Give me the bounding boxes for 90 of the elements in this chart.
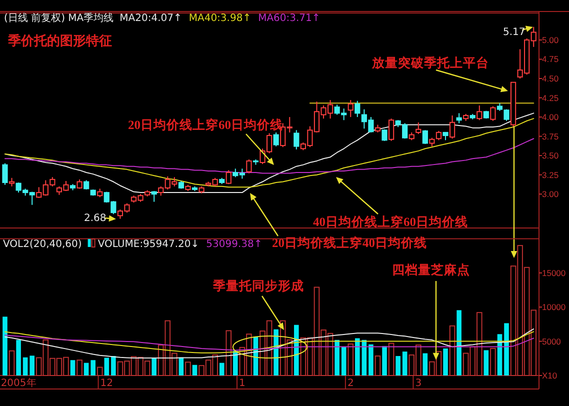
bar [368, 344, 374, 376]
bar [226, 330, 232, 376]
y-tick-label: 5000 [542, 336, 562, 346]
line-series [4, 331, 534, 354]
candlestick [226, 170, 232, 185]
bar [70, 360, 76, 376]
annotation: 2.68 [84, 213, 106, 224]
y-tick-label: 3.25 [542, 170, 559, 180]
bar [111, 356, 116, 376]
annotation: 5.17 [503, 27, 526, 38]
x-tick-label: 1 [239, 378, 246, 389]
text: MA20:4.07↑ [120, 13, 182, 24]
annotation: 40日均价线上穿60日均价线 [313, 214, 468, 229]
candlestick [436, 130, 442, 141]
bar [504, 323, 509, 376]
bar [185, 362, 191, 376]
bar [76, 360, 82, 376]
bar [84, 362, 89, 376]
y-tick-label: 5.00 [542, 34, 559, 45]
candlestick [273, 132, 279, 147]
bar [490, 348, 496, 376]
bar [396, 356, 400, 376]
bar [16, 340, 21, 376]
annotation: 20日均价线上穿40日均价线 [272, 235, 427, 250]
candlestick [456, 112, 462, 124]
candlestick [84, 180, 90, 190]
candlestick [354, 100, 360, 118]
candlestick [476, 104, 482, 121]
candlestick [294, 130, 300, 150]
bar [178, 357, 184, 376]
bar [355, 338, 360, 376]
candlestick [422, 130, 428, 145]
y-tick-label: 4.00 [542, 112, 559, 122]
y-tick-label: 10000 [542, 302, 566, 312]
bar [388, 342, 394, 376]
bar [456, 310, 462, 376]
x-tick-label: 12 [100, 378, 114, 389]
chart-title: VOL2(20,40,60) [3, 239, 82, 250]
candlestick [2, 162, 8, 186]
bar [104, 358, 110, 376]
y-tick-label: 3.75 [542, 131, 559, 142]
bar [348, 344, 354, 376]
bar [422, 353, 428, 376]
annotation: 四档量芝麻点 [392, 262, 470, 277]
annotation: 20日均价线上穿60日均价线 [128, 117, 283, 132]
bar [219, 362, 224, 376]
bar [30, 356, 34, 376]
bar [152, 358, 156, 376]
candlestick [490, 106, 496, 122]
annotation: 季量托同步形成 [212, 278, 304, 293]
text: 53099.38↑ [206, 239, 262, 250]
candlestick [151, 190, 157, 202]
bar [8, 350, 15, 376]
bar [96, 366, 103, 376]
bar [334, 340, 340, 376]
bar [192, 364, 198, 376]
bar [22, 357, 28, 376]
bar [341, 346, 346, 376]
candlestick [388, 118, 394, 142]
annotation: 放量突破季托上平台 [371, 55, 489, 70]
text: MA40:3.98↑ [188, 13, 252, 24]
y-tick-label: 3.00 [542, 189, 559, 200]
bar [449, 325, 456, 376]
y-tick-label: 3.50 [542, 150, 559, 161]
y-tick-label: X10 [542, 370, 558, 380]
candlestick [449, 114, 456, 140]
candlestick [416, 122, 422, 134]
text: 季价托的图形特征 [7, 33, 112, 48]
bar [484, 350, 489, 376]
bar [90, 360, 96, 376]
bar [374, 356, 381, 376]
bar [443, 348, 448, 376]
bar [2, 316, 8, 376]
chart-subtitle: (日线 前复权) MA季均线 [4, 12, 114, 24]
x-tick-label: 2 [347, 378, 354, 389]
candlestick [348, 100, 354, 118]
line-series [4, 334, 534, 351]
bar [382, 346, 387, 376]
candlestick [246, 158, 252, 174]
line-series [4, 328, 534, 359]
bar [402, 352, 408, 376]
y-tick-label: 4.75 [542, 54, 559, 64]
x-tick-label: 3 [415, 378, 422, 389]
text: MA60:3.71↑ [258, 13, 320, 24]
y-tick-label: 4.50 [542, 74, 559, 84]
y-tick-label: 15000 [542, 268, 566, 278]
bar [294, 324, 299, 376]
y-tick-label: 4.25 [542, 92, 559, 103]
legend-label: VOLUME:95947.20↓ [98, 239, 200, 250]
x-tick-label: 2005年 [0, 377, 36, 389]
